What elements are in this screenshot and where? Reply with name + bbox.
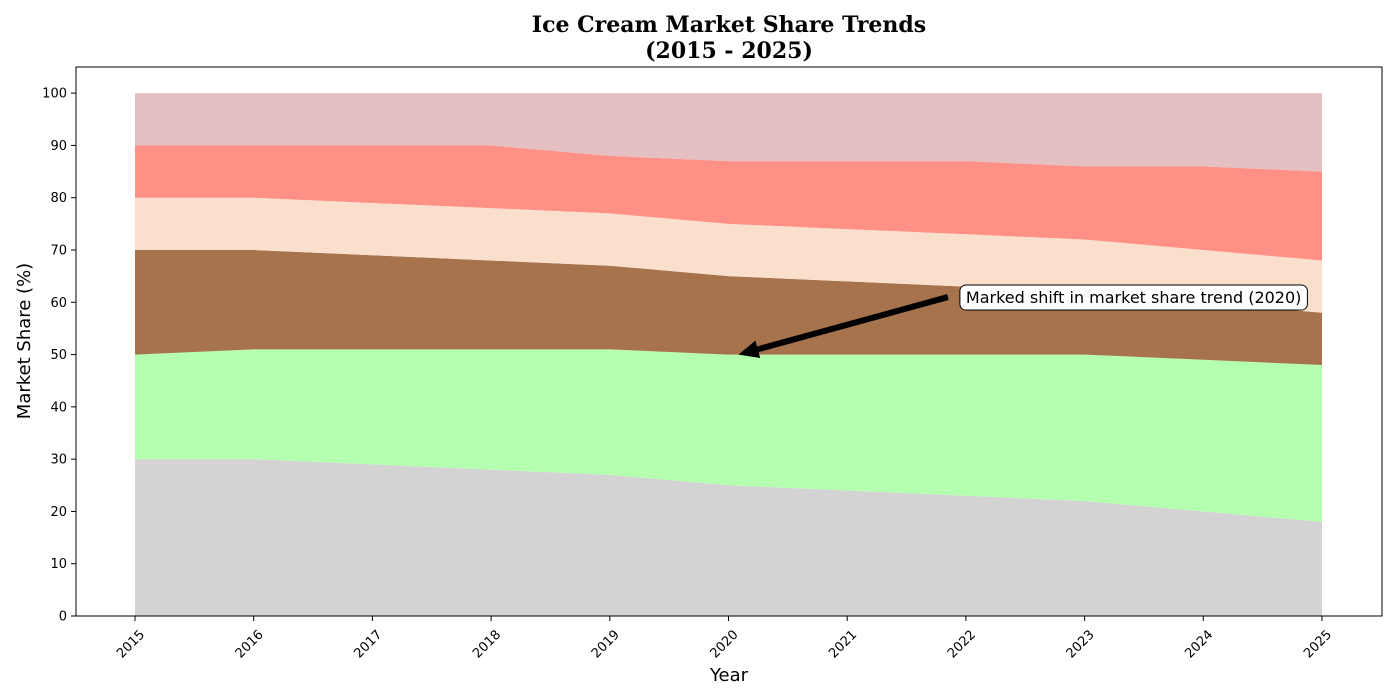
area-series-4 [135, 197, 1322, 313]
area-series-2 [135, 349, 1322, 522]
y-tick-label: 90 [50, 139, 67, 154]
y-tick-label: 70 [50, 244, 67, 259]
y-axis: 0 10 20 30 40 50 60 70 80 90 100 [42, 87, 76, 625]
x-axis: 2015 2016 2017 2018 2019 2020 2021 2022 2023 2024… [114, 616, 1335, 661]
area-series-group [135, 93, 1322, 616]
x-tick-label: 2020 [708, 627, 742, 661]
x-tick-label: 2025 [1301, 627, 1335, 661]
annotation-arrow-shaft [756, 294, 949, 353]
x-tick-label: 2022 [945, 627, 979, 661]
y-tick-label: 50 [50, 348, 67, 363]
y-axis-label: Market Share (%) [14, 263, 35, 419]
x-tick-label: 2023 [1064, 627, 1098, 661]
y-tick-label: 20 [50, 505, 67, 520]
chart-title-line2: (2015 - 2025) [645, 38, 813, 64]
y-tick-label: 100 [42, 87, 67, 102]
annotation-arrow-head [738, 340, 761, 358]
annotation-group: Marked shift in market share trend (2020… [738, 284, 1308, 358]
x-tick-label: 2024 [1182, 627, 1216, 661]
area-series-6 [135, 93, 1322, 172]
area-series-5 [135, 145, 1322, 261]
y-tick-label: 0 [59, 610, 67, 625]
x-tick-label: 2018 [470, 627, 504, 661]
x-axis-label: Year [709, 665, 749, 686]
y-tick-label: 80 [50, 191, 67, 206]
x-tick-label: 2021 [826, 627, 860, 661]
x-tick-label: 2017 [351, 627, 385, 661]
area-series-1 [135, 459, 1322, 616]
y-tick-label: 10 [50, 557, 67, 572]
area-series-3 [135, 250, 1322, 366]
x-tick-label: 2015 [114, 627, 148, 661]
y-tick-label: 40 [50, 400, 67, 415]
x-tick-label: 2019 [589, 627, 623, 661]
chart-title-line1: Ice Cream Market Share Trends [532, 12, 926, 38]
y-tick-label: 30 [50, 453, 67, 468]
annotation-text: Marked shift in market share trend (2020… [966, 288, 1302, 307]
annotation-box [959, 284, 1308, 311]
y-tick-label: 60 [50, 296, 67, 311]
x-tick-label: 2016 [233, 627, 267, 661]
